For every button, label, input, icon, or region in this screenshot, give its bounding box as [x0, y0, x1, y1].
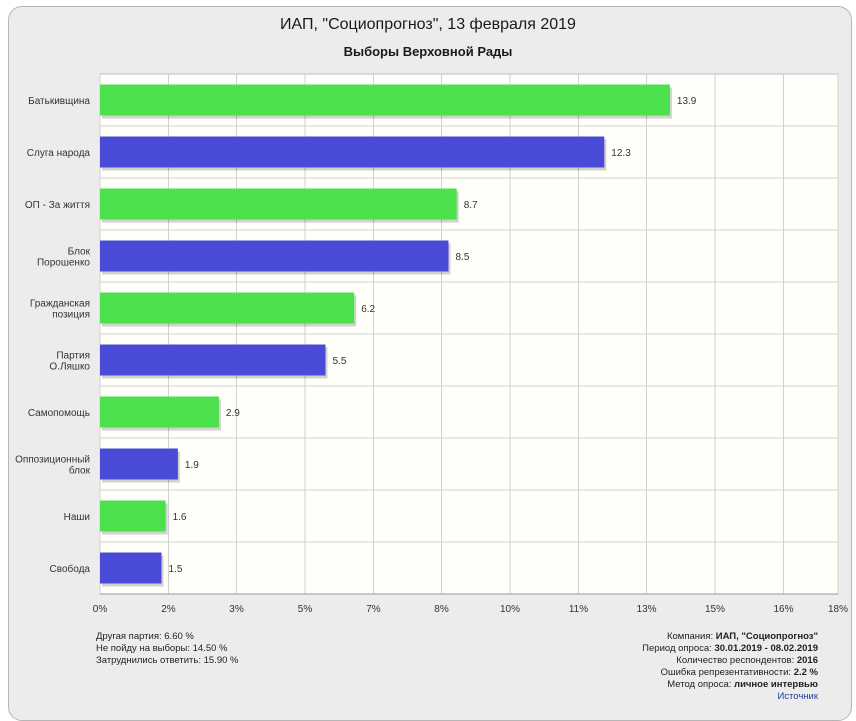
note-undecided: Затруднились ответить: 15.90 % — [96, 655, 239, 666]
category-label: Самопомощь — [28, 408, 90, 419]
note-respondents: Количество респондентов: 2016 — [676, 655, 818, 666]
note-method: Метод опроса: личное интервью — [667, 679, 818, 690]
bar — [100, 344, 326, 376]
bar — [100, 188, 457, 220]
note-other-party: Другая партия: 6.60 % — [96, 631, 194, 642]
category-label: Оппозиционный блок — [15, 455, 91, 477]
bar-value-label: 13.9 — [677, 96, 697, 107]
bar — [100, 448, 178, 480]
x-tick-label: 13% — [637, 604, 657, 615]
category-label: Блок Порошенко — [37, 247, 91, 269]
bar-value-label: 12.3 — [611, 148, 631, 159]
category-label: Наши — [64, 512, 90, 523]
x-tick-label: 5% — [298, 604, 313, 615]
bar — [100, 84, 670, 116]
bar — [100, 136, 605, 168]
bar — [100, 552, 162, 584]
x-tick-label: 10% — [500, 604, 520, 615]
bar-value-label: 8.5 — [456, 252, 470, 263]
x-tick-label: 8% — [434, 604, 449, 615]
category-label: ОП - За життя — [25, 200, 90, 211]
bar — [100, 292, 355, 324]
category-label: Партия О.Ляшко — [49, 351, 90, 373]
x-tick-label: 3% — [229, 604, 244, 615]
category-label: Слуга народа — [27, 148, 91, 159]
x-tick-label: 2% — [161, 604, 176, 615]
bar-value-label: 1.9 — [185, 460, 199, 471]
bar-value-label: 2.9 — [226, 408, 240, 419]
note-period: Период опроса: 30.01.2019 - 08.02.2019 — [642, 643, 818, 654]
bar — [100, 500, 166, 532]
notes-right: Компания: ИАП, "Социопрогноз" Период опр… — [642, 631, 818, 703]
notes-left: Другая партия: 6.60 % Не пойду на выборы… — [96, 631, 239, 667]
x-tick-label: 7% — [366, 604, 381, 615]
x-tick-label: 18% — [828, 604, 848, 615]
note-error: Ошибка репрезентативности: 2.2 % — [660, 667, 818, 678]
x-tick-label: 16% — [773, 604, 793, 615]
note-not-voting: Не пойду на выборы: 14.50 % — [96, 643, 228, 654]
source-link[interactable]: Источник — [777, 691, 818, 702]
bar-value-label: 1.6 — [173, 512, 187, 523]
x-tick-label: 11% — [569, 604, 588, 615]
category-label: Гражданская позиция — [30, 299, 90, 321]
bar-value-label: 8.7 — [464, 200, 478, 211]
x-tick-label: 0% — [93, 604, 108, 615]
category-label: Свобода — [50, 563, 91, 575]
category-label: Батькивщина — [28, 96, 90, 107]
chart-subtitle: Выборы Верховной Рады — [343, 44, 513, 59]
x-tick-label: 15% — [705, 604, 725, 615]
note-company: Компания: ИАП, "Социопрогноз" — [666, 631, 818, 642]
bar — [100, 240, 449, 272]
bar-value-label: 5.5 — [333, 356, 347, 367]
chart-title: ИАП, "Социопрогноз", 13 февраля 2019 — [280, 16, 576, 33]
bar-value-label: 1.5 — [169, 564, 183, 575]
bar — [100, 396, 219, 428]
bar-value-label: 6.2 — [361, 304, 375, 315]
